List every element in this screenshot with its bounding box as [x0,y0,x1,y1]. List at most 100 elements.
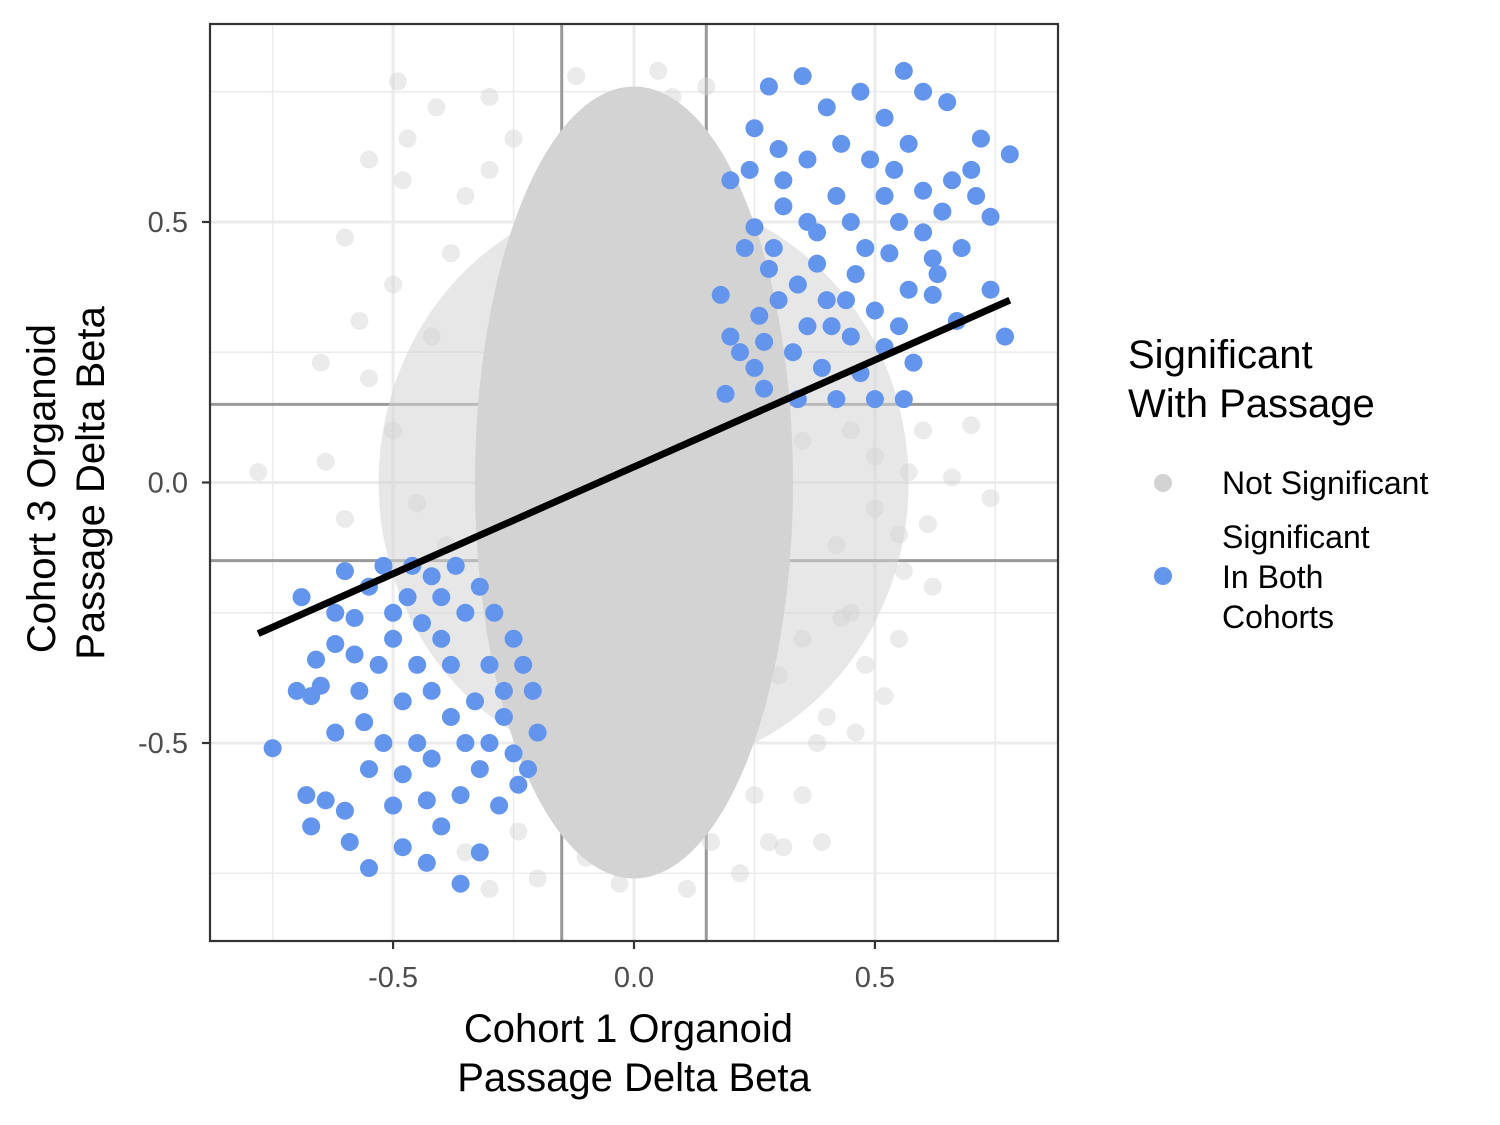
point-significant [292,588,311,607]
y-axis-title: Cohort 3 Organoid Passage Delta Beta [20,305,113,659]
point-significant [456,734,475,753]
point-not-significant [841,421,860,440]
point-significant [832,134,851,153]
point-not-significant [480,160,499,179]
point-significant [326,603,345,622]
point-significant [837,291,855,310]
legend-label-significant: Significant In Both Cohorts [1222,519,1379,635]
point-not-significant [596,833,615,852]
point-significant [755,332,774,351]
point-significant [759,77,778,96]
point-significant [735,239,754,258]
point-significant [360,859,378,878]
point-significant [307,650,325,669]
point-significant [721,327,740,346]
point-significant [451,874,470,893]
point-significant [504,744,523,763]
point-not-significant [875,687,894,706]
point-not-significant [610,874,629,893]
point-not-significant [480,879,499,898]
point-significant [466,692,484,711]
point-significant [817,98,836,117]
point-not-significant [731,864,749,883]
point-not-significant [774,838,793,857]
legend-label-not-significant-line1: Not Significant [1222,465,1428,501]
legend-label-significant-line1: Significant [1222,519,1370,555]
point-significant [374,556,393,575]
x-axis-ticks: -0.5 0.0 0.5 [368,941,895,994]
point-not-significant [335,509,354,528]
point-significant [514,655,533,674]
point-not-significant [894,562,913,581]
point-not-significant [918,515,937,534]
point-significant [774,171,793,190]
point-significant [808,254,827,273]
point-significant [841,327,860,346]
point-significant [914,223,933,242]
x-tick-label: -0.5 [368,962,418,994]
point-not-significant [943,468,961,487]
point-significant [822,317,841,336]
point-significant [422,681,441,700]
point-significant [759,259,778,278]
point-not-significant [914,421,933,440]
point-significant [784,343,802,362]
point-not-significant [509,822,528,841]
x-axis-title-line2: Passage Delta Beta [457,1056,811,1100]
point-not-significant [856,655,875,674]
point-significant [335,801,354,820]
point-significant [894,390,913,409]
point-significant [827,390,846,409]
point-not-significant [865,447,884,466]
point-significant [446,556,465,575]
point-significant [769,140,788,159]
point-not-significant [962,416,981,435]
point-not-significant [393,171,412,190]
legend-label-significant-line3: Cohorts [1222,599,1334,635]
point-not-significant [335,228,354,247]
point-significant [745,218,764,237]
point-significant [287,681,306,700]
legend-key-significant [1154,567,1172,585]
point-significant [494,681,513,700]
point-significant [384,603,403,622]
point-not-significant [745,786,764,805]
point-significant [480,655,499,674]
point-not-significant [316,452,335,471]
point-not-significant [769,666,788,685]
point-not-significant [827,536,846,555]
point-significant [812,358,831,377]
point-not-significant [841,603,860,622]
point-significant [716,384,735,403]
point-significant [456,603,475,622]
point-significant [740,160,759,179]
point-significant [971,129,990,148]
point-not-significant [649,61,668,80]
point-significant [731,343,749,362]
point-not-significant [311,353,330,372]
point-not-significant [673,129,692,148]
point-not-significant [600,103,619,122]
point-significant [938,93,957,112]
point-not-significant [832,608,851,627]
point-significant [490,796,509,815]
point-significant [904,353,923,372]
not-significant-points [249,61,1000,898]
point-significant [480,734,499,753]
point-not-significant [793,786,812,805]
point-not-significant [702,833,721,852]
point-significant [340,833,359,852]
point-not-significant [808,734,827,753]
point-significant [441,655,460,674]
point-significant [422,567,441,586]
point-significant [417,853,436,872]
point-significant [865,301,884,320]
point-significant [470,843,489,862]
point-significant [528,723,547,742]
point-not-significant [384,275,403,294]
y-axis-title-line1: Cohort 3 Organoid [20,324,64,653]
point-significant [817,291,836,310]
point-significant [413,614,431,633]
point-significant [360,760,378,779]
point-not-significant [441,244,460,263]
